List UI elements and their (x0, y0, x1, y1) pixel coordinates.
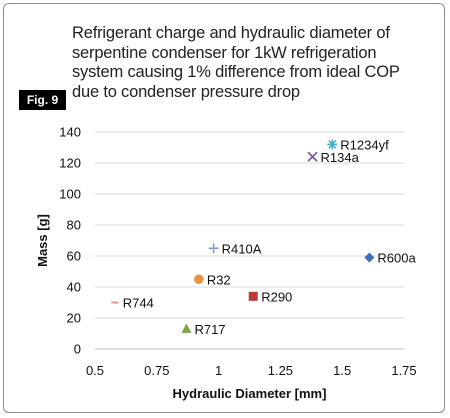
data-label-r410a: R410A (222, 241, 262, 256)
y-tick-label: 100 (59, 187, 81, 202)
data-point-r717 (181, 323, 192, 333)
data-label-r744: R744 (123, 296, 154, 311)
y-tick-label: 40 (67, 280, 81, 295)
x-axis-label: Hydraulic Diameter [mm] (173, 386, 327, 401)
data-point-r134a (307, 151, 318, 162)
data-point-r290 (248, 291, 258, 301)
y-tick-label: 20 (67, 311, 81, 326)
data-point-r32 (194, 274, 204, 285)
data-point-r410a (208, 243, 219, 254)
data-point-r1234yf (327, 139, 338, 150)
data-label-r134a: R134a (321, 150, 360, 165)
y-tick-label: 80 (67, 218, 81, 233)
data-label-r32: R32 (207, 272, 231, 287)
y-tick-label: 0 (74, 342, 81, 357)
chart-title: Refrigerant charge and hydraulic diamete… (72, 24, 432, 102)
y-axis-label: Mass [g] (35, 214, 50, 267)
x-tick-label: 1.5 (333, 363, 351, 378)
data-label-r600a: R600a (377, 251, 416, 266)
chart-title-line-3: system causing 1% difference from ideal … (72, 63, 400, 81)
chart-title-line-1: Refrigerant charge and hydraulic diamete… (72, 24, 390, 42)
y-tick-label: 120 (59, 156, 81, 171)
x-tick-label: 0.5 (86, 363, 104, 378)
x-tick-label: 0.75 (144, 363, 169, 378)
y-tick-label: 140 (59, 125, 81, 140)
y-tick-label: 60 (67, 249, 81, 264)
data-label-r1234yf: R1234yf (340, 137, 389, 152)
x-tick-label: 1.75 (391, 363, 416, 378)
figure-frame (3, 3, 445, 413)
data-label-r717: R717 (194, 322, 225, 337)
x-tick-label: 1.25 (268, 363, 293, 378)
figure-number-badge: Fig. 9 (19, 90, 66, 110)
data-point-r600a (364, 252, 375, 263)
data-label-r290: R290 (261, 289, 292, 304)
chart-title-line-4: due to condenser pressure drop (72, 82, 300, 101)
chart-title-line-2: serpentine condenser for 1kW refrigerati… (72, 43, 377, 62)
x-tick-label: 1 (215, 363, 222, 378)
